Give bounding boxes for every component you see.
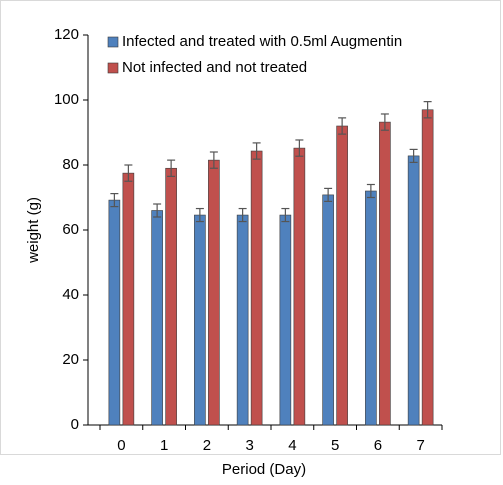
- bar: [365, 190, 377, 426]
- error-bar: [110, 193, 119, 208]
- error-bar: [409, 148, 418, 163]
- error-bar: [195, 207, 204, 223]
- bar: [194, 214, 206, 426]
- x-tick-label: 3: [245, 437, 253, 454]
- y-tick-label: 60: [62, 221, 79, 238]
- bar: [122, 172, 135, 426]
- error-bar: [153, 203, 162, 218]
- bar: [293, 147, 306, 426]
- bar: [108, 199, 121, 426]
- bar: [250, 150, 263, 426]
- error-bar: [281, 207, 290, 223]
- chart-border: [0, 0, 501, 455]
- legend-label: Infected and treated with 0.5ml Augmenti…: [122, 33, 402, 50]
- x-axis-label: Period (Day): [222, 461, 306, 478]
- y-tick-label: 40: [62, 286, 79, 303]
- x-tick-label: 6: [374, 437, 382, 454]
- error-bar: [380, 113, 389, 131]
- bar: [407, 155, 420, 426]
- error-bar: [423, 101, 432, 119]
- bar: [165, 167, 177, 426]
- y-tick-label: 0: [71, 416, 79, 433]
- bar: [421, 109, 434, 426]
- x-tick-label: 2: [203, 437, 211, 454]
- bar: [151, 210, 163, 426]
- bar: [322, 194, 334, 426]
- x-tick-label: 1: [160, 437, 168, 454]
- bar: [336, 125, 348, 426]
- x-tick-label: 0: [117, 437, 125, 454]
- error-bar: [252, 142, 261, 160]
- error-bar: [324, 187, 333, 202]
- y-tick-label: 100: [54, 91, 79, 108]
- error-bar: [295, 139, 304, 157]
- y-tick-label: 120: [54, 26, 79, 43]
- error-bar: [366, 183, 375, 199]
- error-bar: [167, 159, 176, 177]
- error-bar: [338, 117, 347, 135]
- error-bar: [209, 151, 218, 169]
- bar: [379, 121, 391, 426]
- legend-label: Not infected and not treated: [122, 59, 307, 76]
- x-tick-label: 5: [331, 437, 339, 454]
- bar: [279, 214, 292, 426]
- y-tick-label: 80: [62, 156, 79, 173]
- error-bar: [238, 207, 247, 223]
- y-tick-label: 20: [62, 351, 79, 368]
- y-axis-label: weight (g): [25, 197, 42, 264]
- error-bar: [124, 164, 133, 182]
- legend-swatch: [107, 62, 119, 74]
- x-tick-label: 4: [288, 437, 296, 454]
- bar: [208, 159, 220, 426]
- legend-swatch: [107, 36, 119, 48]
- bar: [236, 214, 249, 426]
- x-tick-label: 7: [416, 437, 424, 454]
